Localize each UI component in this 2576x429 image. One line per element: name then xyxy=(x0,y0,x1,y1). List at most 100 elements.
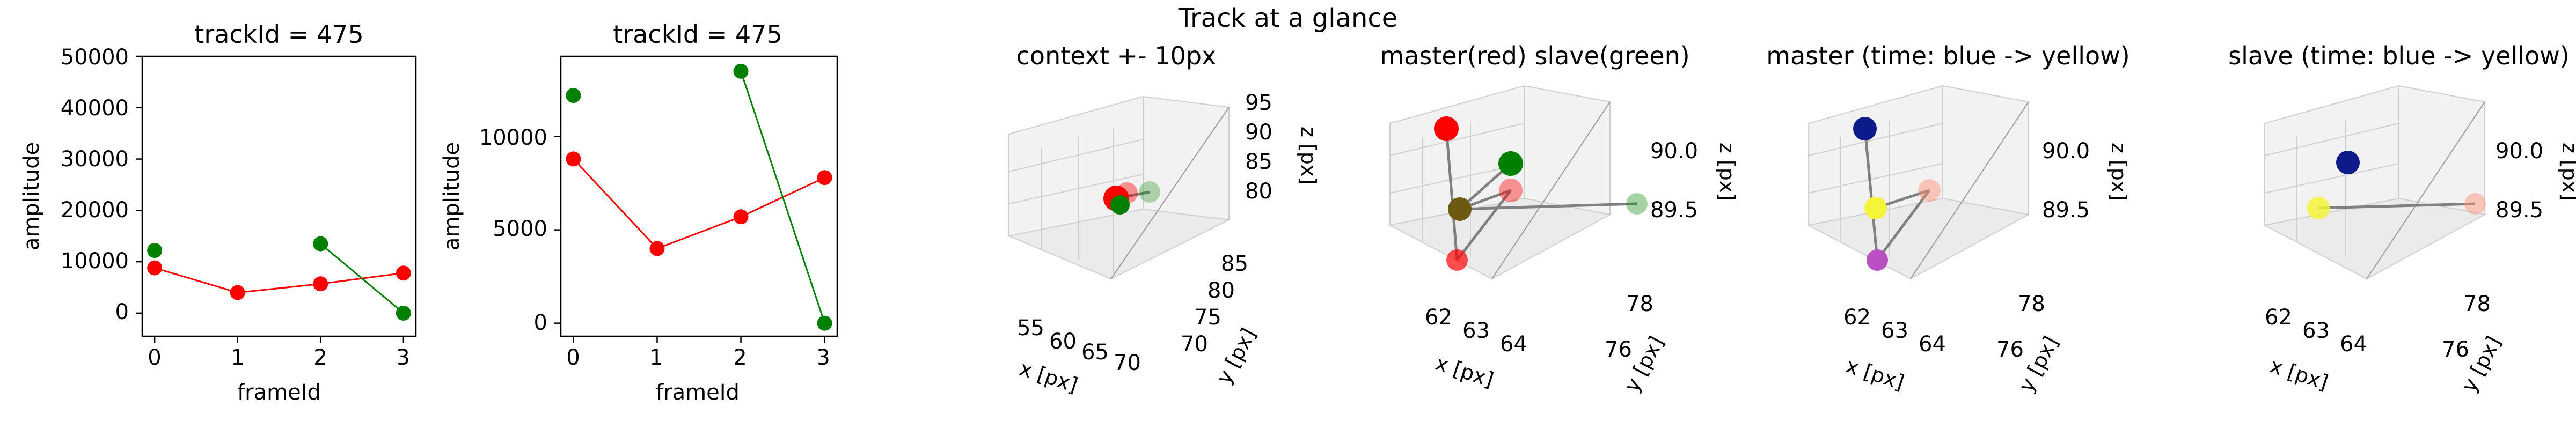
ytick-label: 76 xyxy=(1605,337,1632,362)
ytick-label: 78 xyxy=(2018,292,2045,316)
panel-context-xlabel: x [px] xyxy=(1017,357,1081,397)
time-point-marker xyxy=(2336,151,2360,174)
time-point-marker xyxy=(2307,197,2330,219)
xtick-label: 62 xyxy=(1843,305,1871,330)
panel-slavetime-z-ticks: 90.0 89.5 xyxy=(2496,139,2543,223)
panel-slavetime-y-ticks: 76 78 xyxy=(2442,292,2491,362)
chart1-data-point xyxy=(230,285,245,300)
panel-context-points xyxy=(1103,181,1160,214)
panel-masterslave-points xyxy=(1434,116,1648,271)
panel-mastertime-title: master (time: blue -> yellow) xyxy=(1766,41,2129,70)
ytick-label: 76 xyxy=(2442,337,2469,362)
panel-masterslave-xlabel: x [px] xyxy=(1433,351,1497,392)
ytick-label: 78 xyxy=(2463,292,2491,316)
xtick-label: 62 xyxy=(2265,305,2292,330)
chart1-ytick-label: 50000 xyxy=(61,45,129,70)
master-point-marker xyxy=(1499,179,1523,202)
ztick-label: 90.0 xyxy=(1650,139,1698,164)
chart2-data-point xyxy=(817,170,832,186)
chart1-ytick-label: 0 xyxy=(115,300,129,324)
master-point-marker xyxy=(1446,249,1468,271)
ytick-label: 76 xyxy=(1996,337,2024,362)
chart2-series-line xyxy=(573,158,825,250)
ytick-label: 75 xyxy=(1194,305,1221,330)
slave-point-marker xyxy=(1626,193,1648,214)
context-3d-panel: context +- 10px 95 90 85 80 z [px] xyxy=(1007,41,1320,397)
panel-context-x-ticks: 55 60 65 70 xyxy=(1017,316,1141,375)
ztick-label: 89.5 xyxy=(2042,198,2090,223)
chart1-series-line xyxy=(320,243,404,314)
figure-suptitle: Track at a glance xyxy=(1178,3,1398,33)
panel-masterslave-pane xyxy=(1388,85,1612,280)
slave-point-marker xyxy=(1498,151,1523,176)
chart1-xtick-label: 3 xyxy=(396,345,409,370)
xtick-label: 64 xyxy=(2340,332,2367,357)
chart1-ytick-label: 10000 xyxy=(61,249,129,273)
chart2-xtick-label: 3 xyxy=(816,345,830,370)
panel-masterslave-z-ticks: 90.0 89.5 xyxy=(1650,139,1698,223)
panel-masterslave-title: master(red) slave(green) xyxy=(1380,41,1689,70)
chart1-ytick-label: 40000 xyxy=(61,96,129,121)
ztick-label: 90.0 xyxy=(2496,139,2543,164)
ytick-label: 70 xyxy=(1181,332,1208,357)
panel-masterslave-zlabel: z [px] xyxy=(1715,143,1739,201)
time-point-marker xyxy=(1864,197,1887,219)
chart2-marks xyxy=(554,63,832,343)
chart2-ytick-label: 0 xyxy=(534,310,547,335)
master-slave-overlap-marker xyxy=(1448,197,1472,221)
panel-context-pane xyxy=(1007,95,1231,280)
xtick-label: 63 xyxy=(1462,319,1490,343)
chart2-xtick-label: 2 xyxy=(733,345,747,370)
panel-masterslave-x-ticks: 62 63 64 xyxy=(1425,305,1527,357)
chart2-xlabel: frameId xyxy=(656,380,740,405)
master-slave-3d-panel: master(red) slave(green) 90.0 xyxy=(1380,41,1739,396)
xtick-label: 55 xyxy=(1017,316,1044,341)
chart2-data-point xyxy=(817,315,832,331)
chart1-data-point xyxy=(147,260,163,276)
chart1-title: trackId = 475 xyxy=(194,20,363,49)
ytick-label: 80 xyxy=(1208,278,1235,303)
chart2-title: trackId = 475 xyxy=(613,20,782,49)
chart1-y-ticks: 0 10000 20000 30000 40000 50000 xyxy=(61,45,129,324)
chart1-data-point xyxy=(147,243,163,258)
slave-time-3d-panel: slave (time: blue -> yellow) 90.0 89.5 z… xyxy=(2228,41,2576,396)
panel-mastertime-xlabel: x [px] xyxy=(1843,354,1907,395)
panel-slavetime-points xyxy=(2307,151,2486,219)
time-point-marker xyxy=(1918,179,1941,202)
chart1-xtick-label: 0 xyxy=(148,345,161,370)
time-point-marker xyxy=(2464,193,2486,214)
panel-mastertime-pane xyxy=(1807,85,2030,280)
panel-slavetime-title: slave (time: blue -> yellow) xyxy=(2228,41,2570,70)
xtick-label: 60 xyxy=(1049,329,1077,354)
xtick-label: 64 xyxy=(1919,332,1946,357)
panel-context-title: context +- 10px xyxy=(1016,41,1217,70)
amplitude-chart-1: trackId = 475 0 10000 20000 30000 40000 … xyxy=(19,20,417,405)
chart1-series-line xyxy=(154,267,404,294)
xtick-label: 62 xyxy=(1425,305,1452,330)
chart2-data-point xyxy=(649,241,665,256)
chart2-xtick-label: 0 xyxy=(566,345,580,370)
xtick-label: 63 xyxy=(1881,319,1908,343)
slave-point-marker xyxy=(1139,181,1160,203)
chart1-data-point xyxy=(313,236,328,252)
chart2-data-point xyxy=(733,63,749,79)
panel-mastertime-y-ticks: 76 78 xyxy=(1996,292,2045,362)
chart2-data-point xyxy=(566,151,581,167)
ytick-label: 85 xyxy=(1221,252,1248,276)
chart1-data-point xyxy=(396,305,411,321)
chart2-ytick-label: 10000 xyxy=(479,125,547,150)
xtick-label: 70 xyxy=(1114,351,1141,375)
panel-slavetime-x-ticks: 62 63 64 xyxy=(2265,305,2367,357)
ytick-label: 78 xyxy=(1626,292,1653,316)
amplitude-chart-2: trackId = 475 0 5000 10000 0 1 2 3 frame… xyxy=(440,20,838,405)
ztick-label: 89.5 xyxy=(1650,198,1698,223)
chart2-xtick-label: 1 xyxy=(649,345,663,370)
chart1-ytick-label: 30000 xyxy=(61,147,129,172)
chart1-x-ticks: 0 1 2 3 xyxy=(148,345,409,370)
chart2-ytick-label: 5000 xyxy=(493,217,547,241)
chart2-plot-frame xyxy=(560,55,838,337)
ztick-label: 85 xyxy=(1245,150,1272,174)
panel-mastertime-x-ticks: 62 63 64 xyxy=(1843,305,1946,357)
panel-context-zlabel: z [px] xyxy=(1297,127,1320,184)
